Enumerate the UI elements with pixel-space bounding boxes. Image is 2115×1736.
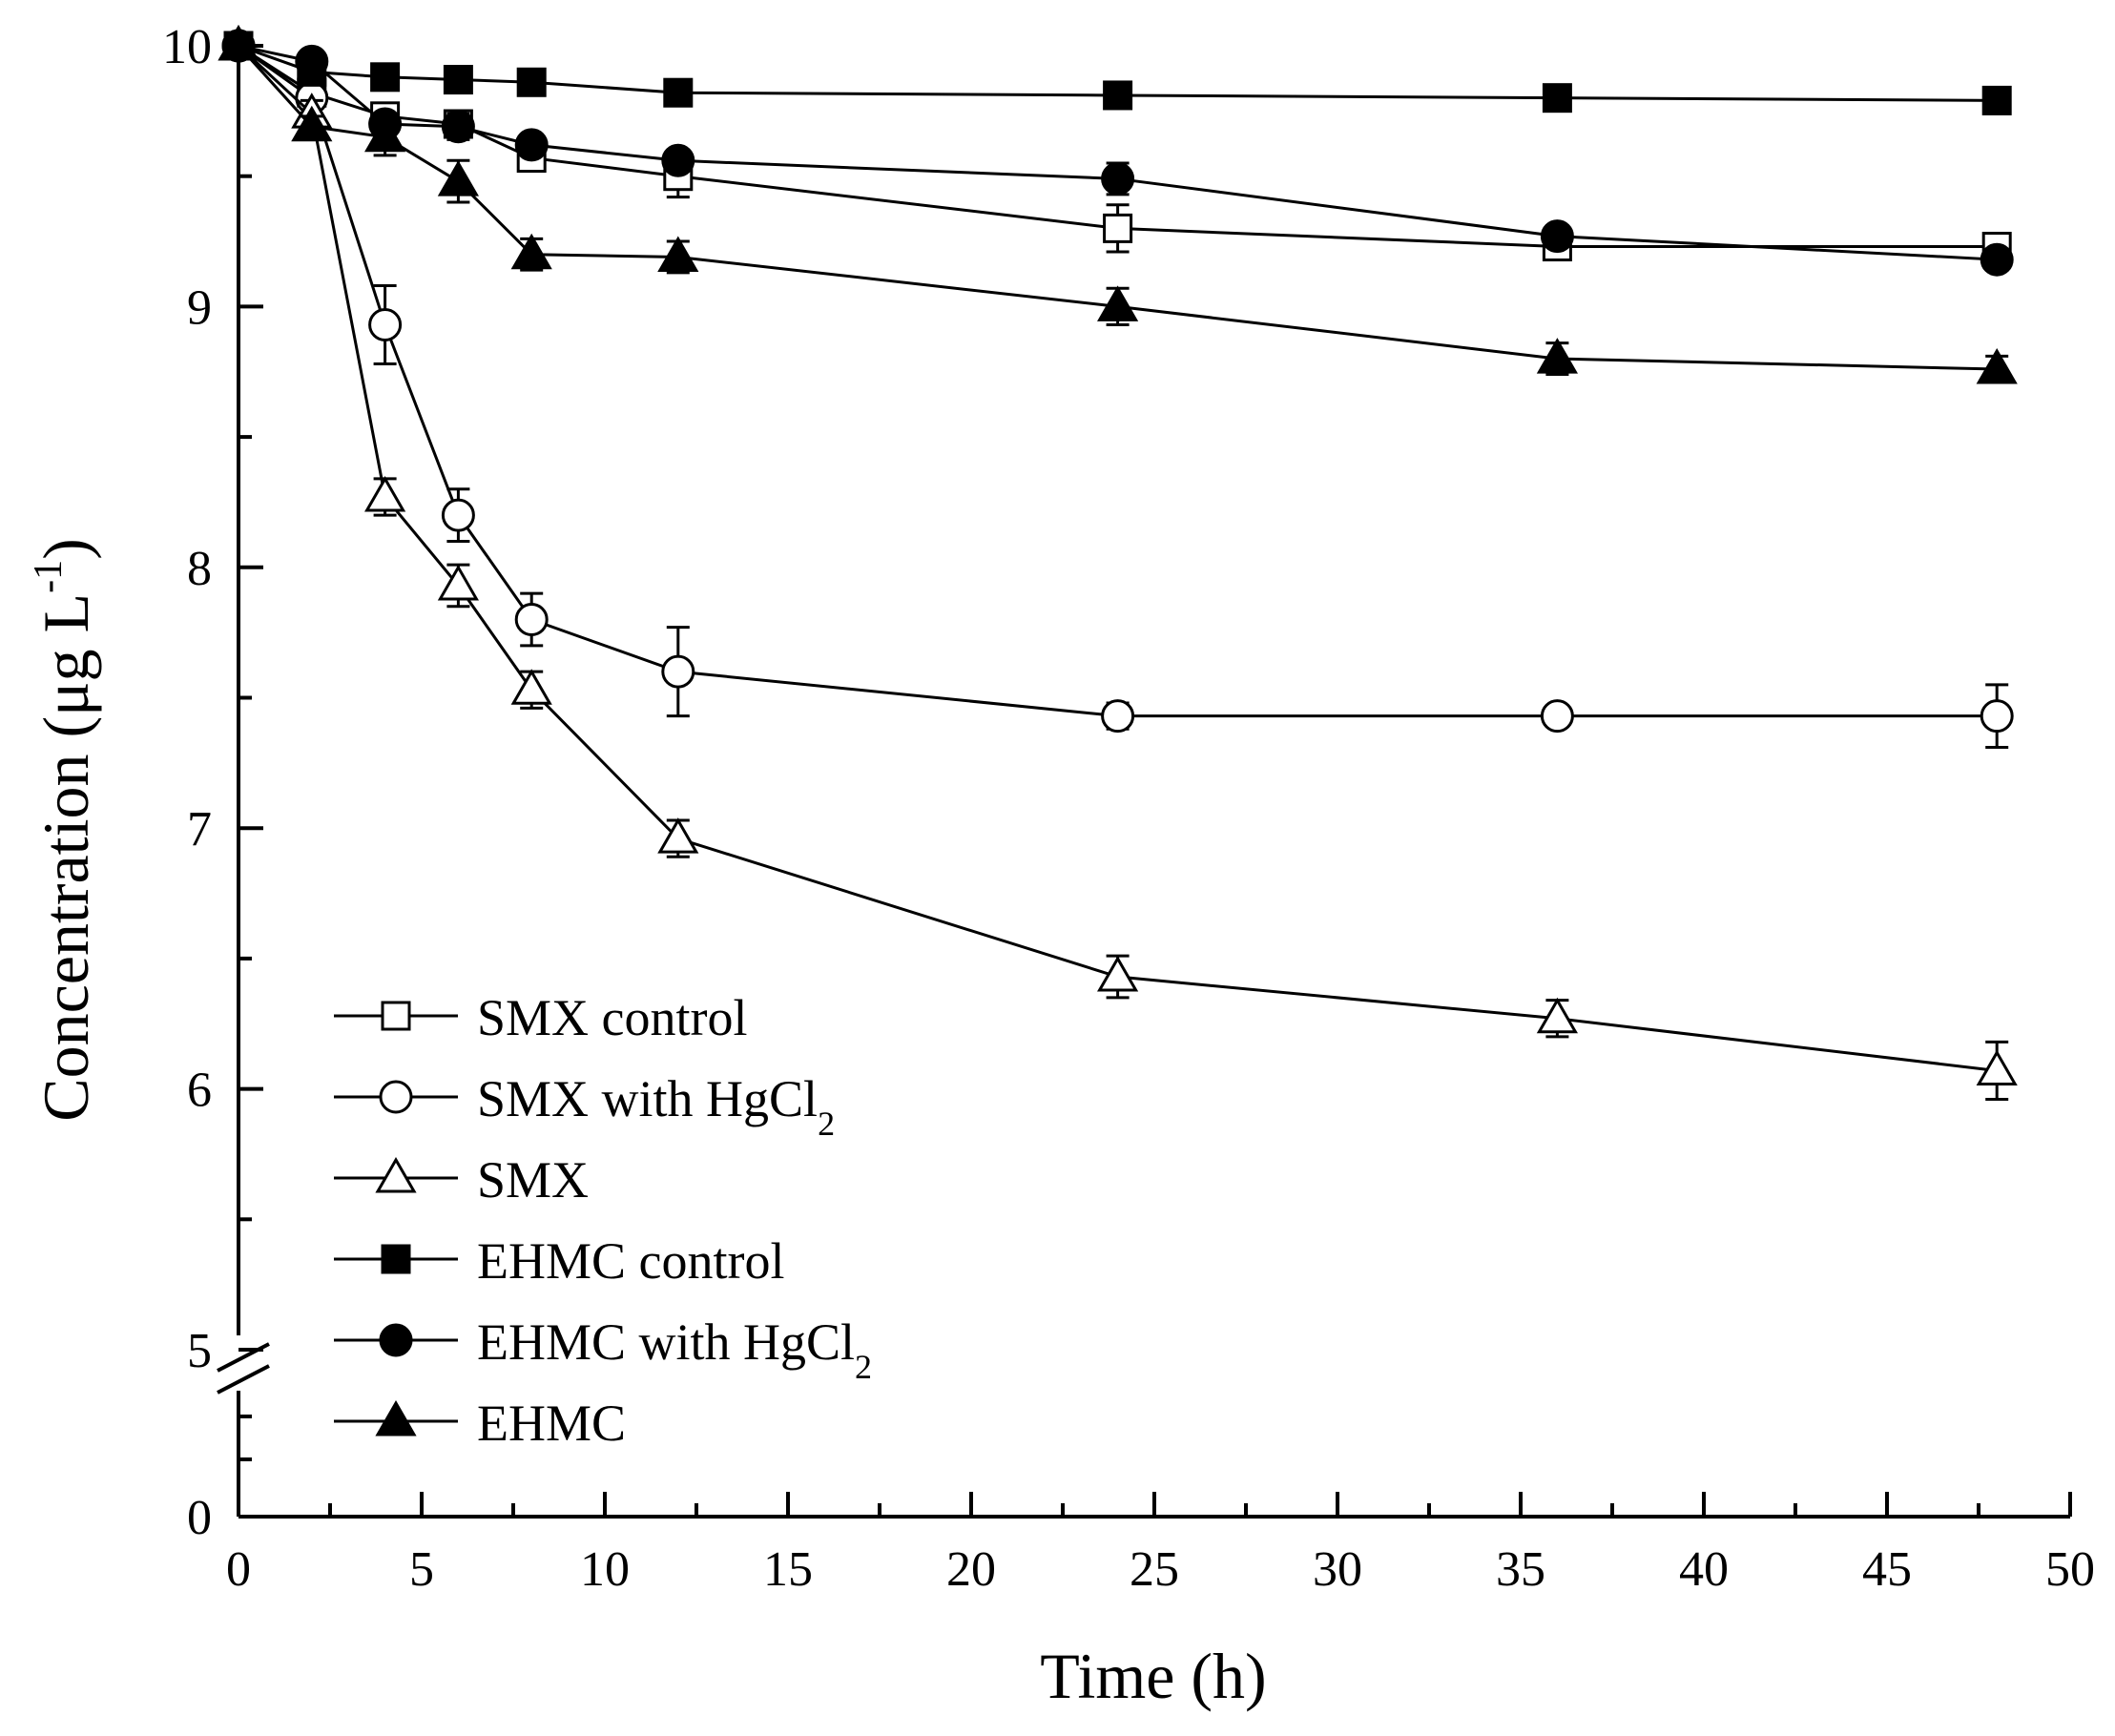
data-point — [1981, 85, 2012, 115]
y-tick-label: 0 — [187, 1491, 212, 1545]
legend-marker — [379, 1323, 413, 1357]
data-point — [510, 233, 552, 270]
data-point — [510, 669, 552, 705]
data-point — [661, 143, 695, 177]
legend-label-main: EHMC with HgCl — [477, 1313, 855, 1371]
data-point — [661, 654, 695, 689]
x-tick-label: 35 — [1496, 1542, 1545, 1597]
legend-marker — [381, 1001, 411, 1031]
data-point — [368, 308, 403, 342]
legend-marker — [379, 1080, 413, 1114]
x-tick-label: 15 — [763, 1542, 813, 1597]
x-tick-label: 20 — [946, 1542, 996, 1597]
x-tick-label: 50 — [2045, 1542, 2095, 1597]
data-point — [437, 564, 479, 601]
data-point — [295, 44, 329, 78]
data-point — [1103, 213, 1133, 243]
data-point — [1976, 348, 2018, 384]
data-point — [1542, 83, 1572, 114]
data-point — [291, 105, 333, 142]
data-point — [663, 77, 694, 108]
x-tick-label: 5 — [409, 1542, 434, 1597]
series-line — [238, 44, 1998, 718]
legend-label: EHMC control — [477, 1232, 784, 1290]
y-tick-label: 6 — [187, 1064, 212, 1118]
data-point — [443, 65, 473, 95]
data-point — [1976, 1049, 2018, 1085]
y-tick-label: 7 — [187, 802, 212, 857]
y-tick-label: 10 — [162, 20, 212, 74]
x-axis-label: Time (h) — [1040, 1640, 1266, 1712]
y-tick-label: 9 — [187, 280, 212, 335]
data-point — [657, 236, 699, 272]
data-point — [1101, 161, 1135, 196]
legend-marker — [375, 1399, 417, 1436]
data-point — [1101, 699, 1135, 734]
data-point — [1540, 699, 1574, 734]
legend-marker — [381, 1244, 411, 1274]
x-tick-label: 0 — [226, 1542, 251, 1597]
y-tick-label: 8 — [187, 542, 212, 596]
y-axis-label-main: Concentration (μg L — [30, 593, 102, 1122]
legend-label-main: SMX control — [477, 989, 748, 1046]
y-axis-label-close: ) — [30, 538, 102, 560]
data-point — [364, 475, 406, 512]
legend-label: EHMC with HgCl2 — [477, 1313, 872, 1386]
axis-break-mark — [217, 1364, 270, 1395]
data-point — [516, 67, 547, 97]
x-tick-label: 45 — [1862, 1542, 1912, 1597]
data-point — [364, 115, 406, 153]
legend-label: EHMC — [477, 1395, 626, 1452]
data-point — [441, 110, 475, 144]
x-tick-label: 30 — [1313, 1542, 1362, 1597]
data-point — [437, 160, 479, 196]
data-point — [218, 24, 259, 61]
series-group — [218, 24, 2018, 1102]
data-point — [1103, 80, 1133, 111]
legend-label-main: EHMC control — [477, 1232, 784, 1290]
series-line — [237, 44, 1998, 1072]
data-point — [1097, 956, 1139, 992]
data-point — [1980, 242, 2014, 277]
legend-label: SMX control — [477, 989, 748, 1046]
x-tick-label: 25 — [1130, 1542, 1179, 1597]
y-axis-label: Concentration (μg L-1) — [27, 538, 102, 1122]
legend-marker — [375, 1156, 417, 1193]
legend-label: SMX with HgCl2 — [477, 1070, 835, 1143]
data-point — [441, 498, 475, 532]
legend-label-main: SMX with HgCl — [477, 1070, 818, 1127]
x-tick-label: 10 — [580, 1542, 630, 1597]
legend-label-subscript: 2 — [818, 1105, 835, 1143]
data-point — [514, 602, 549, 636]
y-tick-label: 5 — [187, 1324, 212, 1378]
data-point — [1540, 219, 1574, 254]
data-point — [514, 128, 549, 162]
data-point — [1097, 285, 1139, 321]
axes: 0 5 10 15 20 25 30 35 40 45 50 0 5 6 7 8 9 10 — [162, 20, 2095, 1597]
legend-label-main: SMX — [477, 1151, 589, 1209]
legend-label: SMX — [477, 1151, 589, 1209]
x-tick-label: 40 — [1679, 1542, 1729, 1597]
legend-label-subscript: 2 — [855, 1348, 872, 1386]
data-point — [1536, 997, 1578, 1034]
y-axis-label-superscript: -1 — [27, 560, 71, 593]
data-point — [370, 62, 401, 93]
data-point — [1980, 699, 2014, 734]
data-point — [657, 817, 699, 854]
legend-label-main: EHMC — [477, 1395, 626, 1452]
data-point — [1536, 338, 1578, 374]
